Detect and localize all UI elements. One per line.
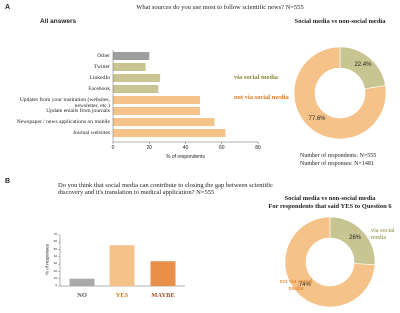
chart-title: Do you think that social media can contr… [58,182,273,197]
y-tick-label: 70 [53,232,57,237]
note: Number of respondents: N=555 [300,153,377,160]
y-tick-label: 20 [53,268,57,273]
category-label: YES [115,292,129,300]
bar [150,261,176,286]
bar [113,63,146,71]
category-label: MAYBE [151,292,175,300]
bar [113,96,200,104]
category-label: Other [97,52,110,59]
category-label: Updates from your institution (websites,… [19,96,110,109]
y-tick-label: 10 [53,275,57,280]
x-tick-label: 20 [146,145,153,151]
category-label: NO [77,292,87,300]
chart-title: Social media vs non-social media [294,18,386,26]
chart-title: What sources do you use most to follow s… [136,4,304,12]
y-tick-label: 0 [55,283,57,288]
category-label: via social media [371,227,395,242]
x-axis-label: % of respondents [166,154,205,160]
bar [109,245,135,286]
chart-subtitle: For respondents that said YES to Questio… [268,203,392,211]
annotation: via social media [234,74,279,82]
panel-label: A [5,3,11,11]
annotation: not via social media [234,94,289,102]
value-label: 22.4% [354,62,372,69]
category-label: LinkedIn [89,74,110,81]
category-label: not via social media [279,278,313,293]
bar [113,129,226,137]
x-tick-label: 80 [255,145,261,151]
y-tick-label: 40 [53,254,57,259]
value-label: 77.6% [308,116,326,123]
bar [113,85,159,93]
category-label: Newspaper / news applications on mobile [16,118,110,125]
bar [113,52,150,60]
y-tick-label: 60 [53,239,57,244]
chart-title: Social media vs non-social media [284,195,376,203]
category-label: Facebook [88,85,110,92]
x-tick-label: 60 [218,145,225,151]
donut-segment [293,46,387,140]
bar [113,74,161,82]
panel-label: B [5,177,11,185]
y-tick-label: 30 [53,261,57,266]
chart-subtitle: All answers [40,18,77,26]
note: Number of responses: N=1481 [300,161,374,168]
category-label: Update emails from journals [46,107,110,114]
value-label: 26% [349,234,362,241]
y-axis-label: % of responses [44,244,50,276]
category-label: Twitter [93,63,110,70]
bar [69,278,95,286]
y-tick-label: 50 [53,246,57,251]
x-tick-label: 0 [111,145,115,151]
donut-segment [284,216,376,308]
value-label: 74% [298,282,311,289]
bar [113,107,200,115]
x-tick-label: 40 [182,145,189,151]
bar [113,118,215,126]
category-label: Journal websites [72,129,110,136]
